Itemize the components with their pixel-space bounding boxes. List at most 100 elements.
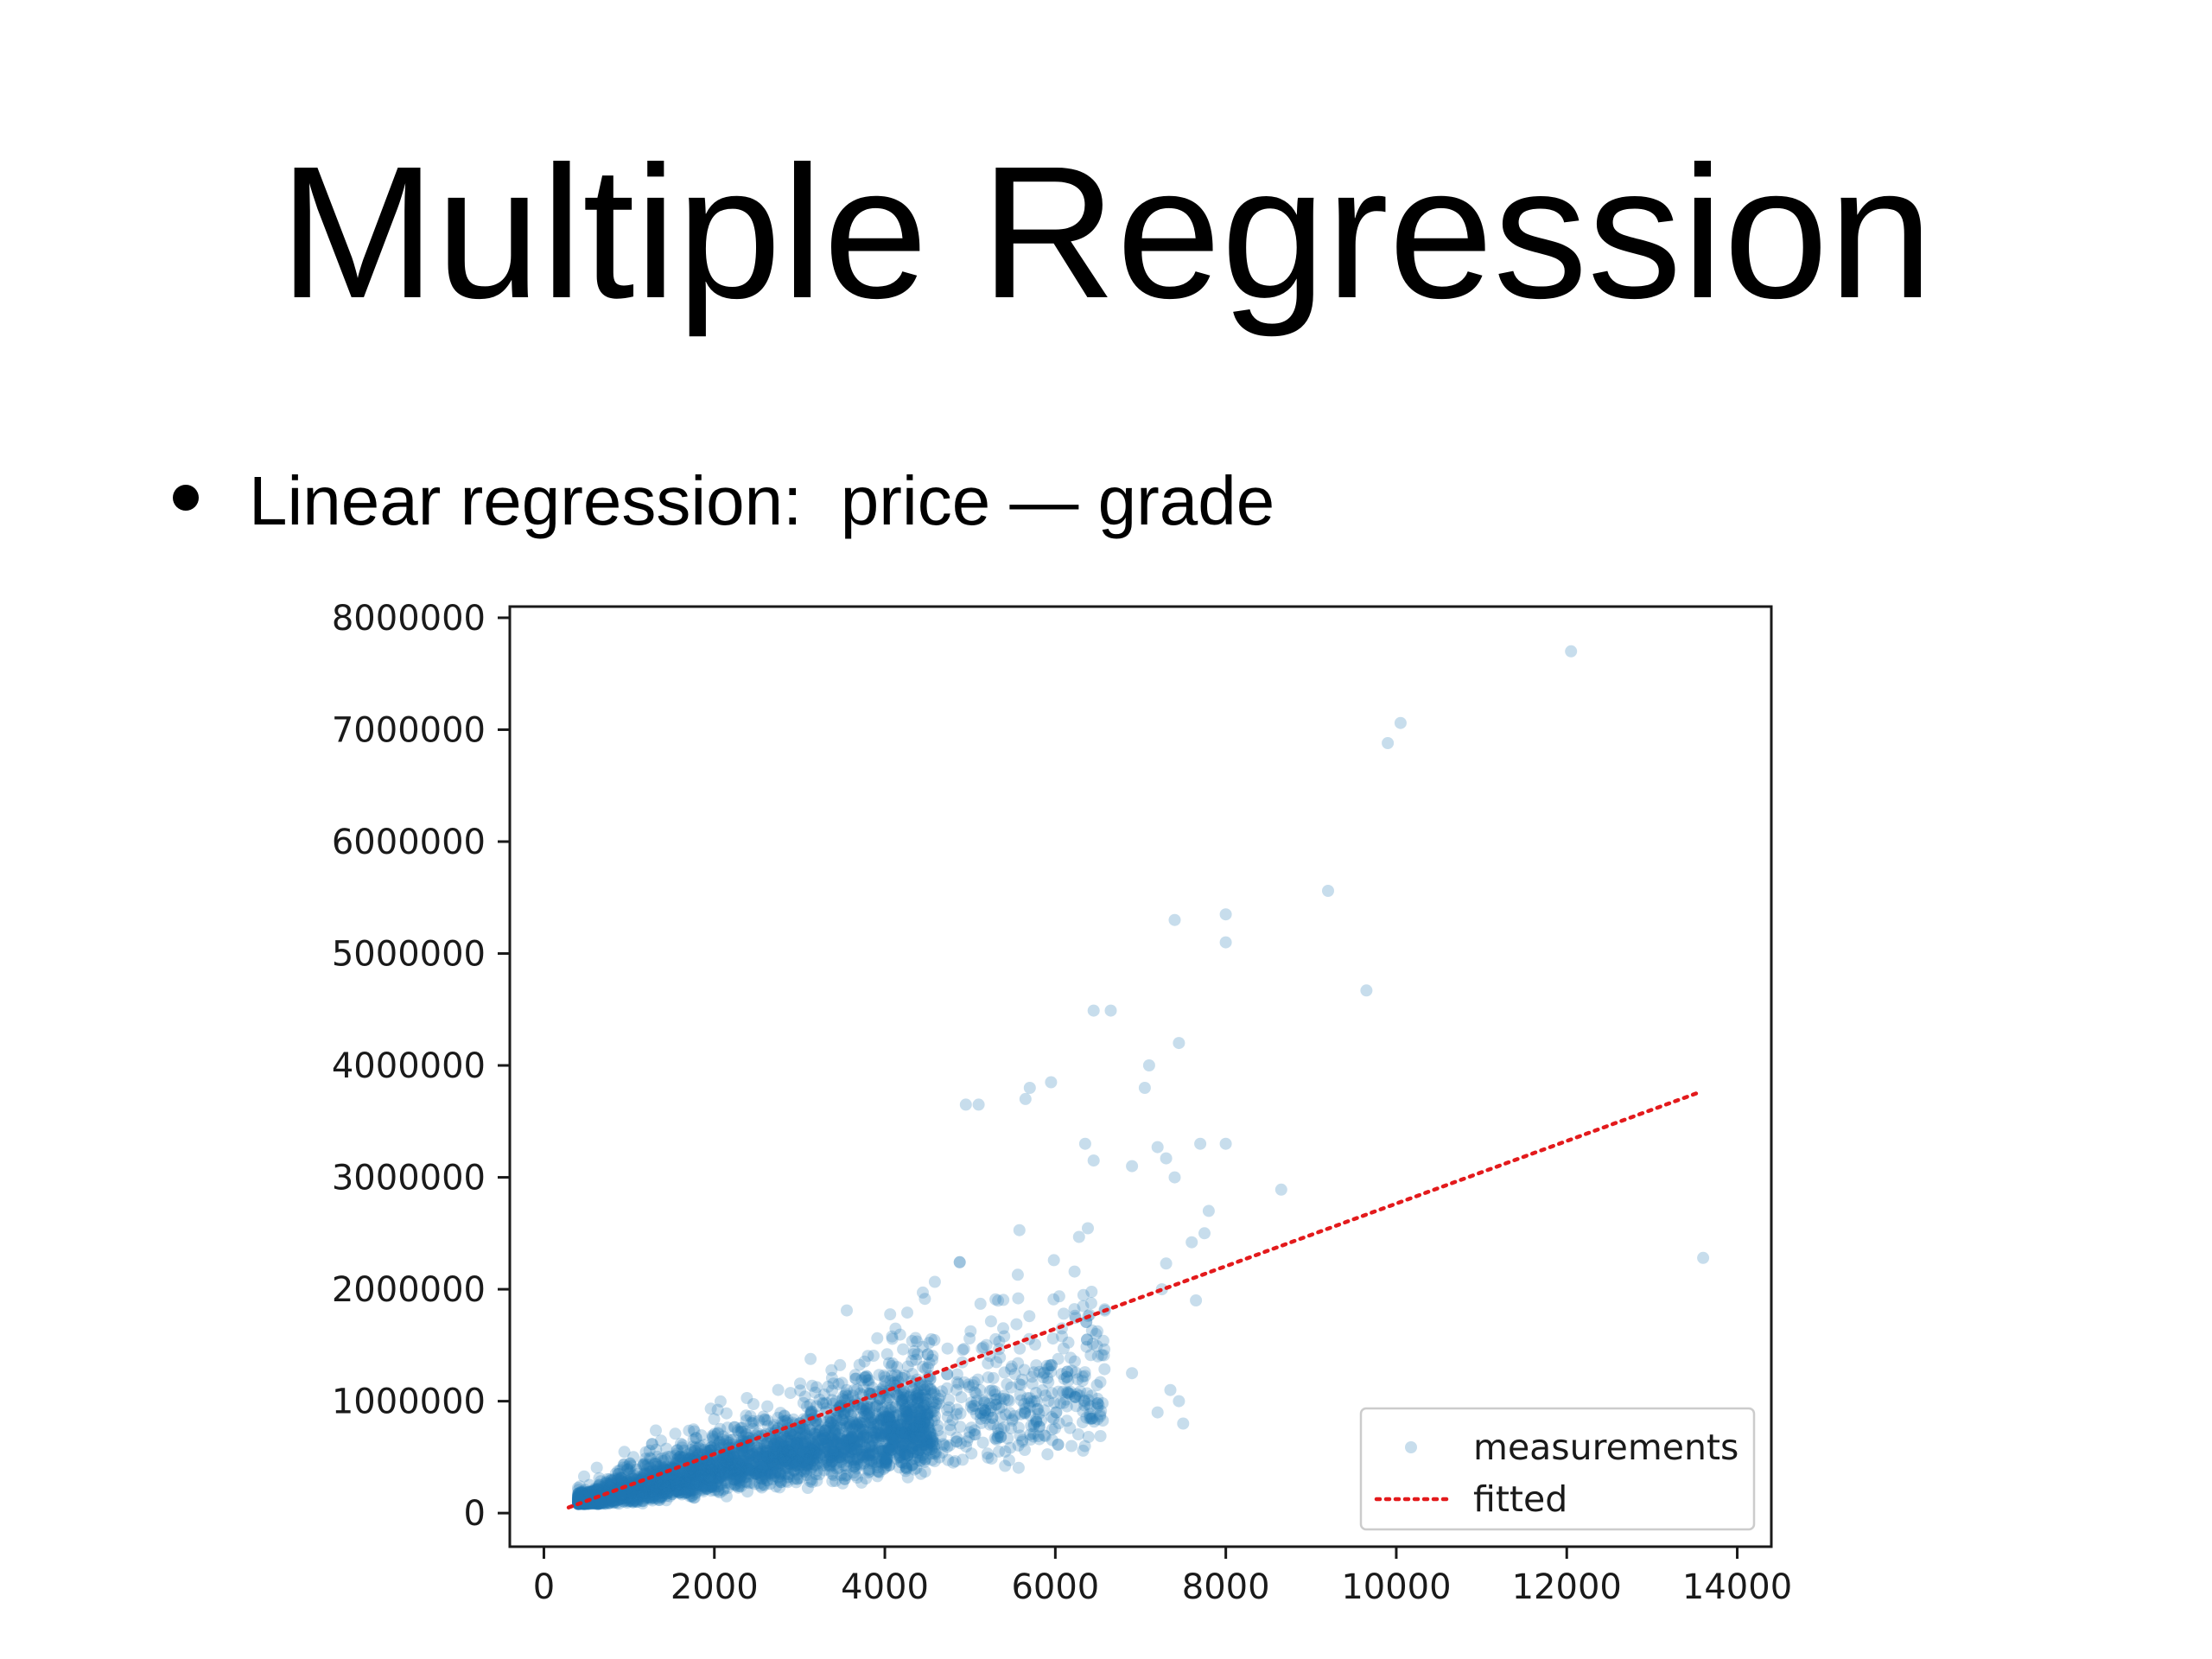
data-point <box>663 1484 676 1497</box>
data-point <box>1077 1300 1090 1313</box>
data-point <box>652 1486 665 1499</box>
data-point <box>794 1431 807 1444</box>
data-point <box>1045 1076 1058 1089</box>
data-point <box>872 1435 885 1448</box>
data-point <box>664 1480 677 1493</box>
data-point <box>818 1440 831 1453</box>
data-point <box>863 1446 876 1459</box>
data-point <box>998 1393 1011 1405</box>
data-point <box>729 1459 742 1472</box>
data-point <box>910 1411 923 1424</box>
data-point <box>647 1479 660 1492</box>
data-point <box>1160 1257 1173 1270</box>
data-point <box>805 1379 818 1392</box>
data-point <box>897 1427 910 1440</box>
data-point <box>791 1454 804 1467</box>
data-point <box>602 1492 615 1505</box>
data-point <box>623 1485 636 1498</box>
data-point <box>1047 1254 1060 1267</box>
data-point <box>611 1477 623 1490</box>
data-point <box>985 1452 998 1465</box>
data-point <box>680 1466 693 1479</box>
data-point <box>962 1378 975 1391</box>
data-point <box>766 1452 779 1465</box>
data-point <box>1012 1439 1025 1452</box>
data-point <box>760 1463 772 1476</box>
data-point <box>880 1410 893 1423</box>
data-point <box>863 1411 876 1424</box>
y-tick-label: 7000000 <box>332 710 486 750</box>
data-point <box>987 1371 1000 1384</box>
x-tick-label: 6000 <box>1011 1567 1099 1607</box>
y-tick-label: 2000000 <box>332 1270 486 1310</box>
data-point <box>611 1477 624 1490</box>
data-point <box>1011 1268 1024 1281</box>
data-point <box>607 1489 619 1502</box>
data-point <box>976 1402 989 1415</box>
data-point <box>1160 1152 1173 1165</box>
data-point <box>729 1465 742 1478</box>
data-point <box>799 1446 812 1459</box>
data-point <box>838 1472 851 1485</box>
data-point <box>684 1471 697 1484</box>
data-point <box>600 1494 613 1507</box>
data-point <box>711 1439 724 1452</box>
data-point <box>722 1455 735 1468</box>
data-point <box>1052 1290 1065 1303</box>
data-point <box>986 1384 999 1397</box>
data-point <box>894 1423 907 1436</box>
data-point <box>992 1427 1005 1440</box>
data-point <box>798 1446 810 1459</box>
data-point <box>759 1471 772 1484</box>
data-point <box>676 1471 689 1484</box>
data-point <box>825 1455 838 1468</box>
data-point <box>613 1476 626 1489</box>
data-point <box>914 1467 927 1480</box>
data-point <box>1085 1324 1098 1337</box>
data-point <box>851 1383 864 1396</box>
data-point <box>624 1491 637 1504</box>
data-point <box>575 1491 588 1504</box>
data-point <box>918 1383 931 1396</box>
data-point <box>1018 1363 1031 1376</box>
data-point <box>663 1480 676 1493</box>
data-point <box>765 1448 778 1461</box>
data-point <box>788 1447 800 1460</box>
data-point <box>895 1394 908 1407</box>
data-point <box>797 1456 810 1469</box>
data-point <box>774 1459 787 1471</box>
data-point <box>910 1443 923 1456</box>
data-point <box>841 1304 853 1317</box>
data-point <box>842 1405 855 1418</box>
data-point <box>1194 1137 1207 1150</box>
data-point <box>647 1488 660 1501</box>
data-point <box>883 1459 896 1471</box>
data-point <box>658 1481 671 1494</box>
data-point <box>716 1484 729 1497</box>
data-point <box>823 1451 836 1464</box>
data-point <box>679 1474 692 1487</box>
data-point <box>921 1408 934 1421</box>
data-point <box>893 1451 906 1463</box>
data-point <box>788 1449 801 1462</box>
data-point <box>784 1459 797 1471</box>
data-point <box>817 1433 830 1446</box>
data-point <box>877 1380 890 1393</box>
data-point <box>895 1440 908 1452</box>
data-point <box>794 1446 807 1459</box>
data-point <box>734 1477 747 1490</box>
data-point <box>876 1443 888 1455</box>
data-point <box>994 1392 1007 1405</box>
data-point <box>1060 1400 1073 1413</box>
data-point <box>1080 1411 1093 1424</box>
data-point <box>593 1483 606 1496</box>
data-point <box>752 1427 765 1440</box>
data-point <box>713 1465 726 1478</box>
data-point <box>714 1471 726 1484</box>
data-point <box>860 1429 872 1442</box>
data-point <box>674 1437 687 1450</box>
data-point <box>654 1491 666 1503</box>
data-point <box>865 1418 878 1431</box>
data-point <box>767 1459 780 1472</box>
data-point <box>690 1466 703 1478</box>
